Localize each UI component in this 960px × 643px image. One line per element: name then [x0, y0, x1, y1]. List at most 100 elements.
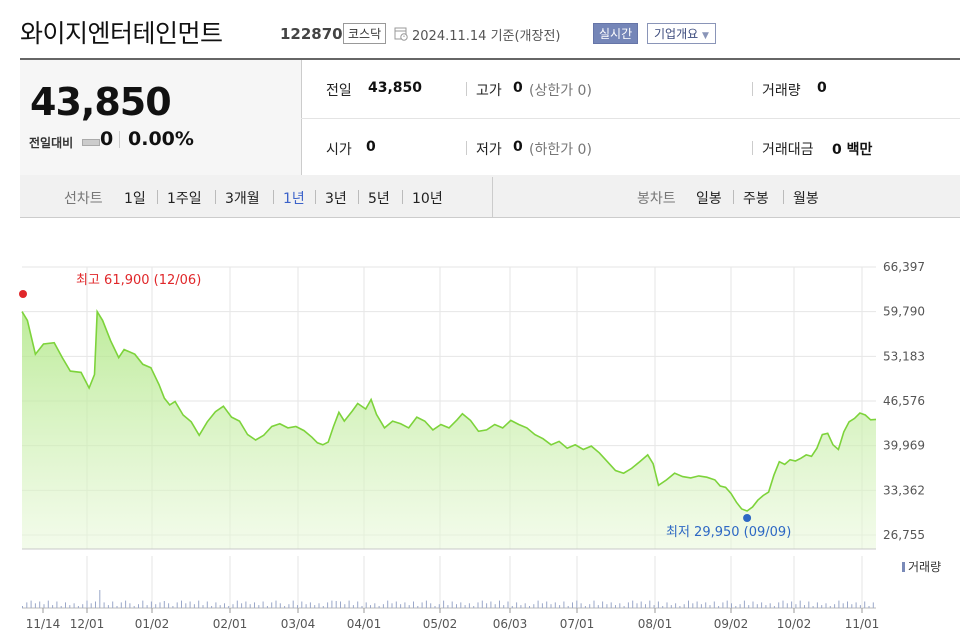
high-value: 0	[513, 80, 523, 96]
tab-5y[interactable]: 5년	[368, 191, 390, 207]
volume-bar	[245, 601, 247, 608]
volume-bar	[249, 604, 251, 608]
volume-bar	[129, 603, 131, 608]
volume-bar	[563, 601, 565, 608]
volume-bar	[168, 603, 170, 608]
volume-bar	[559, 605, 561, 608]
volume-bar	[193, 604, 195, 608]
volume-bar	[408, 605, 410, 608]
lower-limit: (하한가 0)	[529, 142, 592, 158]
volume-bar	[297, 605, 298, 608]
tab-3m[interactable]: 3개월	[225, 191, 260, 207]
divider	[402, 190, 403, 204]
volume-value: 0	[817, 80, 827, 96]
low-annotation: 최저 29,950 (09/09)	[666, 525, 791, 540]
volume-bar	[417, 606, 419, 608]
tab-weekly[interactable]: 주봉	[743, 191, 769, 207]
volume-bar	[348, 600, 350, 608]
volume-bar	[327, 602, 329, 608]
volume-bar	[872, 602, 874, 608]
change-percent: 0.00%	[128, 128, 194, 150]
divider	[733, 190, 734, 204]
company-info-dropdown[interactable]: 기업개요 ▼	[647, 23, 716, 44]
volume-bar	[804, 605, 805, 608]
volume-bar	[520, 605, 522, 608]
volume-bar	[657, 601, 659, 608]
y-tick-label: 59,790	[883, 305, 925, 319]
volume-bar	[146, 605, 148, 608]
volume-bar	[374, 603, 376, 608]
volume-bar	[700, 604, 702, 608]
line-chart-label: 선차트	[64, 191, 103, 207]
x-tick-label: 09/02	[714, 617, 749, 631]
volume-bar	[627, 602, 629, 608]
tab-daily[interactable]: 일봉	[696, 191, 722, 207]
realtime-button[interactable]: 실시간	[593, 23, 639, 44]
row-divider	[301, 118, 960, 119]
volume-bar	[120, 602, 122, 608]
divider	[752, 82, 753, 96]
company-info-label: 기업개요	[654, 27, 699, 41]
divider	[215, 190, 216, 204]
high-label: 고가	[476, 83, 502, 99]
volume-bar	[468, 603, 470, 608]
volume-bar	[365, 602, 367, 608]
high-annotation: 최고 61,900 (12/06)	[76, 273, 201, 288]
volume-bar	[688, 600, 689, 608]
volume-bar	[645, 604, 646, 608]
volume-bar	[541, 603, 543, 608]
volume-bar	[739, 604, 741, 608]
volume-bar	[580, 603, 582, 608]
tab-monthly[interactable]: 월봉	[793, 191, 819, 207]
tab-3y[interactable]: 3년	[325, 191, 347, 207]
volume-bar	[159, 602, 161, 608]
volume-bar	[421, 602, 423, 608]
volume-bar	[494, 604, 496, 608]
x-tick-label: 11/14	[26, 617, 61, 631]
x-tick-label: 12/01	[70, 617, 105, 631]
volume-bar	[279, 603, 281, 608]
volume-bar	[602, 601, 604, 608]
volume-bar	[868, 606, 870, 608]
volume-bar	[82, 604, 84, 608]
divider	[466, 141, 467, 155]
tab-bar-divider	[492, 177, 493, 217]
volume-bar	[670, 605, 672, 608]
volume-bar	[335, 601, 337, 608]
divider	[358, 190, 359, 204]
volume-bar	[155, 604, 157, 608]
volume-bar	[847, 601, 848, 608]
tab-1w[interactable]: 1주일	[167, 191, 202, 207]
y-tick-label: 33,362	[883, 483, 925, 497]
volume-bar	[584, 606, 586, 608]
volume-bar	[726, 600, 728, 608]
x-tick-label: 01/02	[135, 617, 170, 631]
tab-10y[interactable]: 10년	[412, 191, 443, 207]
volume-bar	[22, 606, 23, 608]
divider	[752, 141, 753, 155]
current-price: 43,850	[30, 80, 172, 124]
volume-bar	[653, 605, 655, 608]
volume-bar	[812, 606, 814, 608]
volume-bar	[593, 600, 595, 608]
tab-1d[interactable]: 1일	[124, 191, 146, 207]
volume-bar	[752, 601, 754, 608]
volume-bar	[636, 603, 638, 608]
tab-1y[interactable]: 1년	[283, 191, 305, 207]
volume-bar	[554, 602, 556, 608]
volume-bar	[460, 602, 462, 608]
volume-bar	[713, 601, 715, 608]
prev-close-label: 전일	[326, 83, 352, 99]
volume-bar	[795, 604, 797, 608]
price-area	[22, 311, 876, 549]
price-line	[21, 308, 877, 512]
volume-bar	[370, 605, 371, 608]
volume-bar	[413, 601, 414, 608]
base-date: 2024.11.14 기준(개장전)	[412, 29, 561, 44]
y-tick-label: 66,397	[883, 260, 925, 274]
volume-bar	[236, 600, 238, 608]
volume-bar	[842, 603, 844, 608]
x-tick-label: 04/01	[347, 617, 382, 631]
volume-bar	[56, 601, 58, 608]
volume-bar	[65, 602, 66, 608]
